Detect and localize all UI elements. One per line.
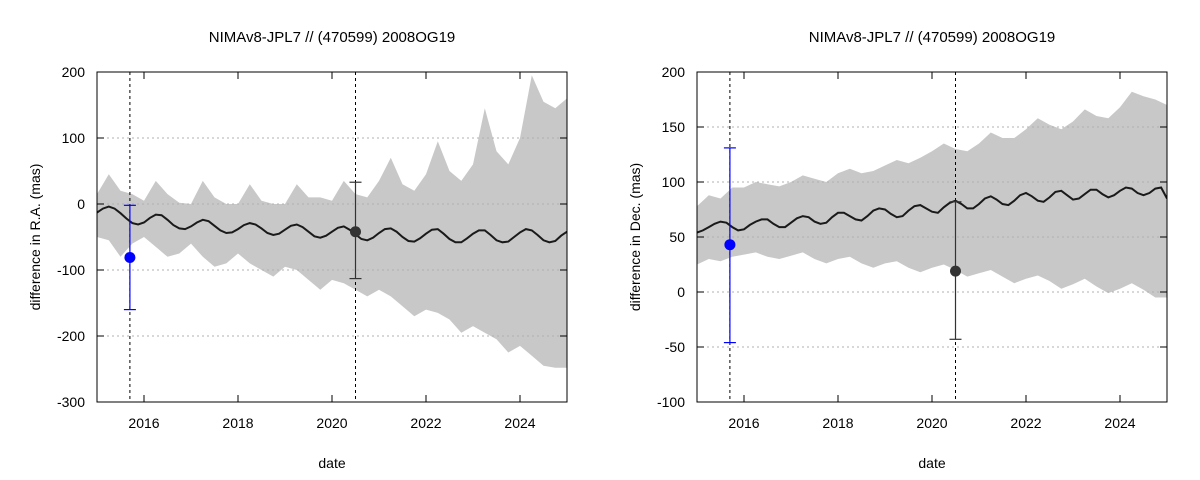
y-tick-label: 100 <box>662 174 686 190</box>
y-tick-label: -100 <box>657 394 685 410</box>
y-tick-label: 0 <box>677 284 685 300</box>
y-tick-label: 200 <box>662 64 686 80</box>
observation-marker <box>124 251 136 263</box>
x-axis-label: date <box>318 455 345 471</box>
observation-marker <box>724 239 736 251</box>
x-tick-label: 2022 <box>410 415 441 431</box>
uncertainty-band <box>97 75 567 368</box>
chart-title: NIMAv8-JPL7 // (470599) 2008OG19 <box>209 29 456 46</box>
y-tick-label: 100 <box>62 130 86 146</box>
x-tick-label: 2024 <box>504 415 535 431</box>
observation-marker <box>350 226 361 238</box>
observation-marker <box>950 265 961 277</box>
y-tick-label: 0 <box>77 196 85 212</box>
x-tick-label: 2016 <box>128 415 159 431</box>
y-axis-label: difference in Dec. (mas) <box>627 163 643 311</box>
x-axis-label: date <box>918 455 945 471</box>
model-difference-line <box>697 186 1167 234</box>
y-tick-label: -100 <box>57 262 85 278</box>
observation-point <box>949 201 962 340</box>
x-tick-label: 2016 <box>728 415 759 431</box>
model-difference-line <box>97 205 567 244</box>
x-tick-label: 2022 <box>1010 415 1041 431</box>
uncertainty-band <box>697 91 1167 298</box>
y-tick-label: -300 <box>57 394 85 410</box>
y-tick-label: 50 <box>669 229 685 245</box>
x-tick-label: 2020 <box>916 415 947 431</box>
y-axis-label: difference in R.A. (mas) <box>27 164 43 311</box>
y-tick-label: -200 <box>57 328 85 344</box>
x-tick-label: 2018 <box>222 415 253 431</box>
observation-point <box>123 204 136 311</box>
x-tick-label: 2020 <box>316 415 347 431</box>
plot-area <box>697 72 1167 402</box>
chart-title: NIMAv8-JPL7 // (470599) 2008OG19 <box>809 29 1056 46</box>
observation-point <box>723 147 736 344</box>
plot-area <box>97 72 567 402</box>
x-tick-label: 2018 <box>822 415 853 431</box>
y-tick-label: -50 <box>665 339 685 355</box>
chart-ra-difference: NIMAv8-JPL7 // (470599) 2008OG19 -300 -200… <box>27 29 568 471</box>
chart-dec-difference: NIMAv8-JPL7 // (470599) 2008OG19 -100 -50 0… <box>627 29 1168 471</box>
observation-point <box>349 181 362 280</box>
x-tick-label: 2024 <box>1104 415 1135 431</box>
y-tick-label: 200 <box>62 64 86 80</box>
y-tick-label: 150 <box>662 119 686 135</box>
